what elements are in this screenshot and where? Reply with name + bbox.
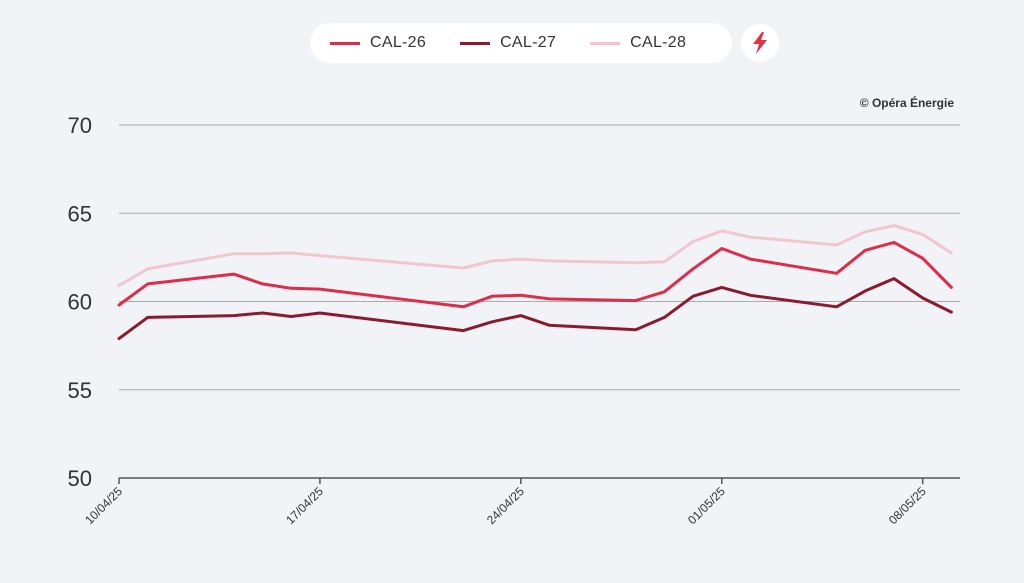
y-tick-label: 50 (68, 466, 92, 491)
x-tick-label: 08/05/25 (886, 484, 929, 527)
legend-item-cal-27[interactable]: CAL-27 (460, 34, 556, 52)
y-tick-label: 70 (68, 113, 92, 138)
x-tick-label: 24/04/25 (484, 484, 527, 527)
legend-label: CAL-28 (630, 34, 687, 51)
legend-label: CAL-26 (370, 34, 427, 51)
series-line-cal-27[interactable] (117, 277, 953, 341)
x-tick-label: 17/04/25 (283, 484, 326, 527)
legend-item-cal-26[interactable]: CAL-26 (330, 34, 426, 52)
energy-type-button[interactable] (741, 24, 779, 62)
legend-swatch (460, 41, 491, 45)
legend-swatch (330, 41, 360, 45)
legend-item-cal-28[interactable]: CAL-28 (590, 34, 686, 52)
x-tick-label: 01/05/25 (685, 484, 728, 527)
legend-swatch (590, 41, 621, 45)
y-tick-label: 65 (68, 201, 92, 226)
series-line-cal-28[interactable] (117, 224, 953, 288)
y-tick-label: 60 (68, 290, 92, 315)
legend-label: CAL-27 (500, 34, 557, 51)
copyright-text: © Opéra Énergie (859, 96, 954, 110)
series-line-cal-26[interactable] (117, 240, 953, 309)
chart-legend: CAL-26 CAL-27 CAL-28 (310, 23, 732, 63)
y-tick-label: 55 (68, 378, 92, 403)
lightning-bolt-icon (753, 32, 767, 54)
